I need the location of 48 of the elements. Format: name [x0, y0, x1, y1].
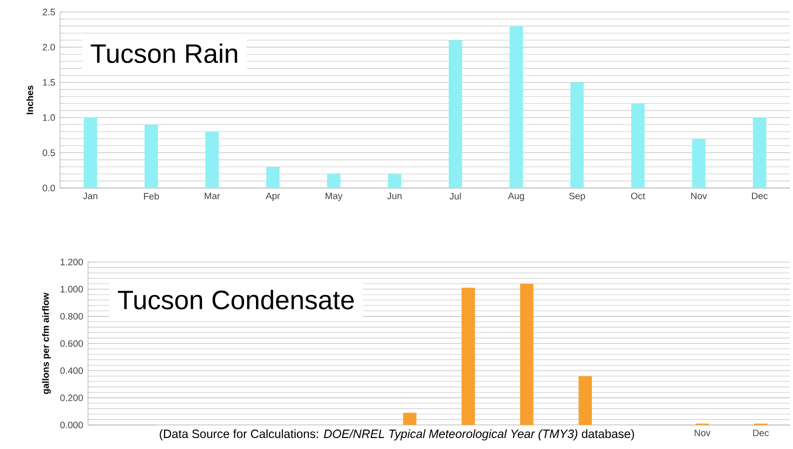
x-tick-label: Sep — [569, 192, 585, 202]
y-tick-label: 0.800 — [60, 313, 83, 320]
text: (Data Source for Calculations: DOE/NREL Typical Meteorological Year (TMY3) database) — [160, 429, 634, 440]
x-tick-label: Feb — [144, 192, 159, 200]
bar — [403, 412, 416, 425]
y-axis-title: gallons per cfm airflow — [42, 292, 51, 394]
y-tick-label: 0.0 — [42, 184, 55, 192]
y-tick-label: 0.600 — [60, 340, 83, 347]
y-tick-label: 1.5 — [43, 79, 55, 86]
x-tick-label: May — [326, 192, 343, 202]
bar — [520, 284, 534, 425]
y-tick-label: 1.0 — [43, 114, 55, 121]
y-tick-label: 0.400 — [60, 367, 83, 374]
x-tick-label: Nov — [691, 192, 707, 200]
text: Tucson Condensate — [118, 290, 354, 310]
bar — [327, 174, 340, 188]
y-tick-label: 0.000 — [60, 422, 83, 428]
text: Tucson Rain — [90, 43, 238, 64]
y-tick-label: 0.200 — [60, 394, 83, 402]
x-tick-label: Jan — [83, 192, 98, 200]
x-tick-label: Dec — [753, 430, 769, 436]
x-tick-label: Oct — [631, 192, 646, 200]
y-tick-label: 1.000 — [60, 286, 83, 292]
bar — [205, 132, 219, 188]
bar — [578, 376, 592, 425]
bar — [84, 118, 98, 188]
x-tick-label: Aug — [508, 192, 524, 202]
y-tick-label: 2.0 — [42, 44, 55, 50]
bar — [692, 138, 706, 188]
bar — [752, 118, 766, 188]
bar — [144, 124, 158, 188]
x-tick-label: Jul — [450, 192, 461, 200]
y-tick-label: 0.5 — [42, 150, 55, 156]
y-axis-title: Inches — [26, 86, 34, 114]
bar — [510, 26, 523, 188]
bar — [570, 82, 584, 188]
x-tick-label: Mar — [204, 192, 220, 200]
bar — [266, 166, 280, 188]
x-tick-label: Apr — [266, 192, 280, 202]
y-tick-label: 1.200 — [60, 258, 83, 266]
x-tick-label: Jun — [387, 192, 402, 200]
x-tick-label: Nov — [694, 430, 710, 436]
x-tick-label: Dec — [752, 192, 768, 200]
bar — [388, 174, 402, 188]
bar — [631, 104, 645, 188]
bar — [462, 288, 475, 425]
y-tick-label: 2.5 — [42, 8, 55, 16]
bar — [448, 40, 462, 188]
